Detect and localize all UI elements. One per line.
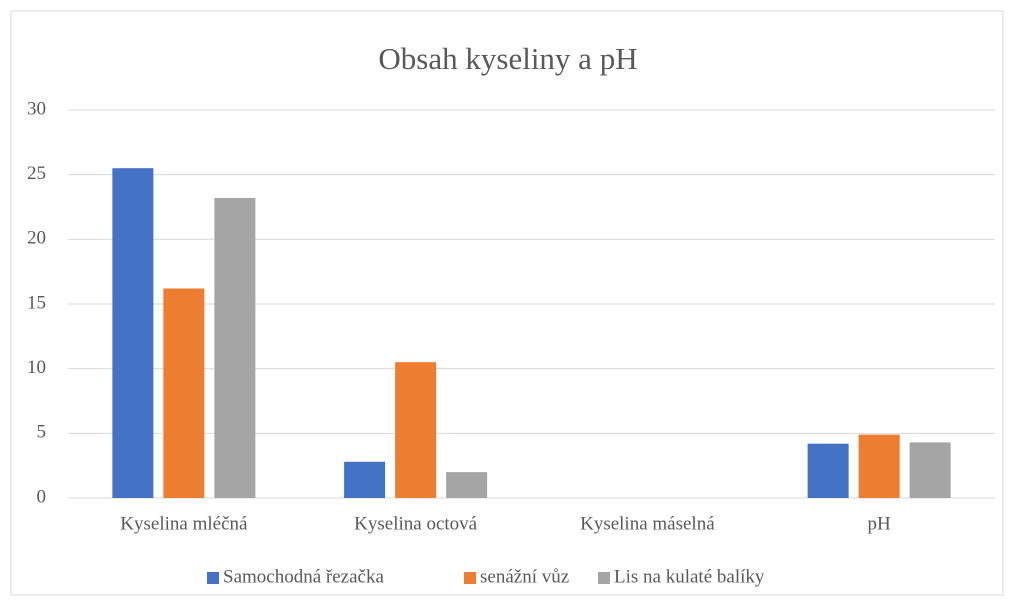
bar [344,461,386,498]
x-tick-label: Kyselina máselná [580,513,715,534]
y-tick-label: 20 [27,228,46,249]
bar [395,362,437,498]
x-tick-label: Kyselina octová [354,513,478,534]
chart-title: Obsah kyseliny a pH [378,41,637,76]
y-tick-label: 25 [27,163,46,184]
y-tick-label: 15 [27,292,46,313]
bar [909,442,951,498]
bar [858,434,900,498]
bar [446,472,488,498]
y-tick-label: 10 [27,357,46,378]
legend-label: Samochodná řezačka [223,566,384,587]
legend-swatch [598,572,610,584]
bar [112,168,154,498]
legend-swatch [464,572,476,584]
legend-label: Lis na kulaté balíky [614,566,765,587]
legend-label: senážní vůz [480,566,569,587]
legend-swatch [207,572,219,584]
bar [807,443,849,498]
y-tick-label: 5 [37,422,47,443]
bar [214,197,256,499]
x-tick-label: Kyselina mléčná [120,513,248,534]
y-tick-label: 0 [37,486,47,507]
bar [163,288,205,498]
x-tick-label: pH [868,513,892,534]
chart-border [10,10,1004,596]
y-tick-label: 30 [27,98,46,119]
